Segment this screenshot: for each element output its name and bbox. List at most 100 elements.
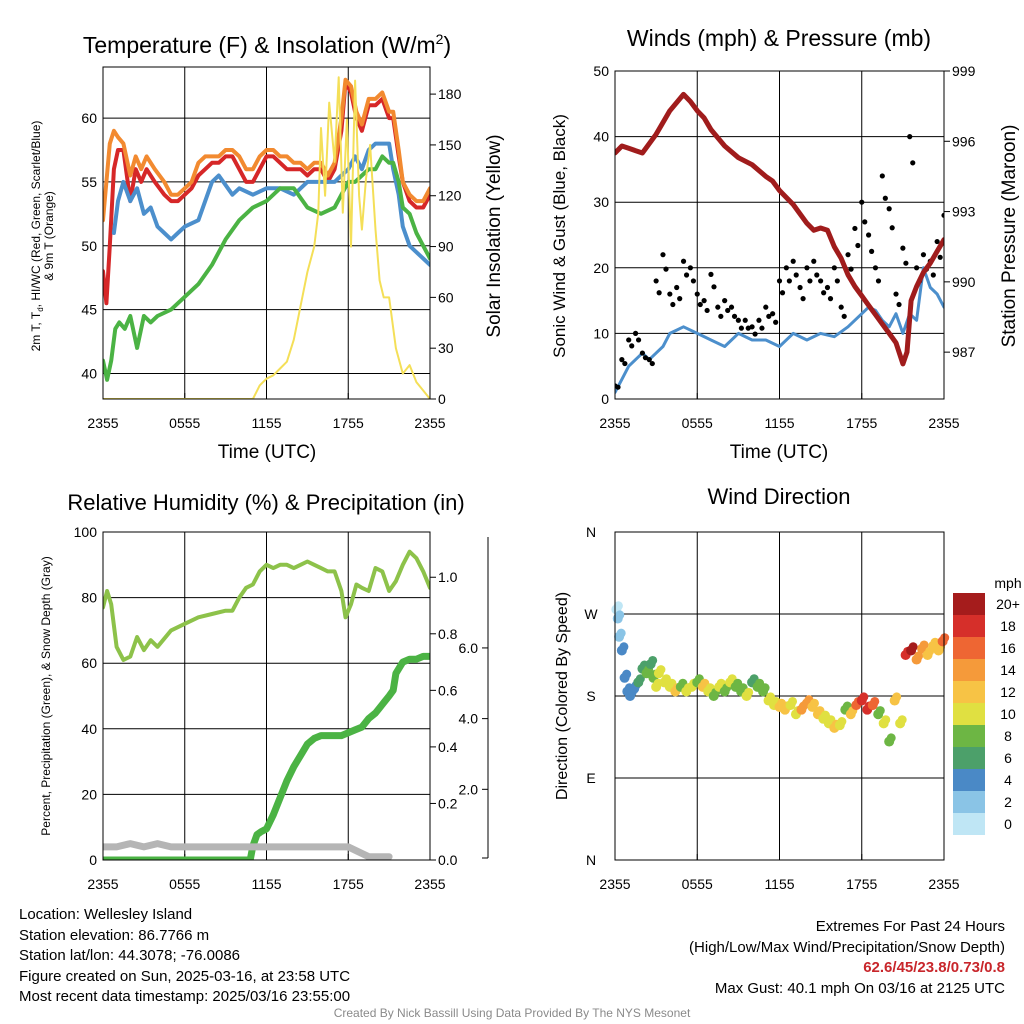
colorbar-swatch <box>953 681 985 703</box>
x-tick-label: 1155 <box>764 415 794 431</box>
gust-point <box>722 298 728 304</box>
panel-frame <box>102 531 431 861</box>
direction-point <box>788 696 798 706</box>
y-tick-label: 60 <box>81 110 97 126</box>
gust-point <box>646 357 652 363</box>
y2-tick-label: 987 <box>952 344 976 360</box>
direction-ylabel: Direction (Colored By Speed) <box>554 592 571 800</box>
y2-tick-label: 0.6 <box>438 682 458 698</box>
y3-tick-label: 4.0 <box>459 711 479 727</box>
series-line-snow-depth <box>103 840 393 860</box>
colorbar-label: 18 <box>1000 618 1016 634</box>
panel-3: 2355 0555 1155 1755 2355 0 20 40 60 80 100 0.0 0.2 0.… <box>74 524 489 892</box>
gust-point <box>742 317 748 323</box>
y2-tick-label: 993 <box>952 204 976 220</box>
gust-point <box>660 252 666 258</box>
gust-point <box>811 258 817 264</box>
x-tick-label: 0555 <box>682 415 713 431</box>
gust-point <box>615 384 621 390</box>
winds-xlabel: Time (UTC) <box>730 442 829 463</box>
gust-point <box>930 272 936 278</box>
plot-layer: 2355 0555 1155 1755 235540455055600306090120… <box>74 63 1020 892</box>
series-line-precipitation <box>103 652 430 860</box>
direction-point <box>635 674 645 684</box>
y-tick-label: W <box>584 606 598 622</box>
y2-tick-label: 90 <box>438 239 454 255</box>
gust-point <box>770 311 776 317</box>
gust-point <box>687 265 693 271</box>
direction-point <box>886 733 896 743</box>
y-tick-label: N <box>586 852 596 868</box>
gust-point <box>907 134 913 140</box>
gust-point <box>913 265 920 271</box>
gust-point <box>667 291 673 297</box>
x-tick-label: 0555 <box>682 876 713 892</box>
gust-point <box>834 278 840 284</box>
direction-point <box>892 692 902 702</box>
gust-point <box>790 258 796 264</box>
direction-point <box>619 642 629 652</box>
gust-point <box>797 284 803 291</box>
gust-point <box>704 307 710 314</box>
temperature-ylabel: 2m T, Td, HI/WC (Red, Green, Scarlet/Blu… <box>29 121 45 352</box>
direction-point <box>760 683 770 693</box>
y2-tick-label: 996 <box>952 133 976 149</box>
y2-tick-label: 0.0 <box>438 852 458 868</box>
y3-tick-label: 6.0 <box>459 640 479 656</box>
series-line-2m-t <box>103 80 430 306</box>
winds-title: Winds (mph) & Pressure (mb) <box>627 25 931 51</box>
humidity-title: Relative Humidity (%) & Precipitation (i… <box>67 490 464 515</box>
latlon-text: Station lat/lon: 44.3078; -76.0086 <box>19 947 241 964</box>
y-tick-label: 50 <box>593 63 609 79</box>
gust-point <box>752 331 758 337</box>
gust-point <box>735 317 741 323</box>
gust-point <box>848 266 854 272</box>
gust-point <box>879 173 885 179</box>
colorbar-label: 14 <box>1000 662 1016 678</box>
colorbar-swatch <box>953 615 985 637</box>
gust-point <box>845 252 851 258</box>
gust-point <box>766 313 772 319</box>
gust-point <box>889 225 895 231</box>
direction-point <box>648 655 658 665</box>
gust-point <box>827 296 834 302</box>
gust-point <box>783 265 789 271</box>
gust-point <box>629 343 635 349</box>
panel-frame <box>614 531 945 861</box>
series-line-td <box>103 154 430 382</box>
direction-point <box>914 651 924 661</box>
gust-point <box>725 307 731 314</box>
direction-point <box>908 642 918 652</box>
x-tick-label: 1155 <box>251 415 281 431</box>
series-line-9m-t <box>103 77 430 223</box>
location-text: Location: Wellesley Island <box>19 906 193 923</box>
direction-point <box>919 640 929 650</box>
credit-text: Created By Nick Bassill Using Data Provi… <box>333 1006 691 1020</box>
y-tick-label: S <box>586 688 595 704</box>
y2-tick-label: 0.2 <box>438 795 458 811</box>
x-tick-label: 1155 <box>251 876 281 892</box>
x-tick-label: 0555 <box>169 415 200 431</box>
colorbar-swatch <box>953 813 985 835</box>
y-tick-label: 40 <box>81 721 97 737</box>
gust-point <box>804 265 810 271</box>
extremes-subtitle: (High/Low/Max Wind/Precipitation/Snow De… <box>689 938 1005 956</box>
gust-point <box>656 290 662 296</box>
gust-point <box>763 304 769 310</box>
gust-point <box>838 304 844 310</box>
series-line-station-pressure <box>615 91 944 367</box>
panel-frame <box>614 70 945 400</box>
gust-point <box>821 290 827 296</box>
extremes-info: Extremes For Past 24 Hours (High/Low/Max… <box>689 917 1005 999</box>
colorbar-label: 8 <box>1004 728 1012 744</box>
gust-point <box>862 219 868 225</box>
gust-point <box>910 160 916 166</box>
x-tick-label: 1155 <box>764 876 794 892</box>
gust-point <box>653 278 659 284</box>
direction-point <box>613 601 623 611</box>
gust-point <box>715 304 721 310</box>
colorbar-swatch <box>953 791 985 813</box>
gust-point <box>731 313 738 319</box>
gust-point <box>896 301 902 308</box>
series-line-relative-humidity <box>103 549 430 662</box>
